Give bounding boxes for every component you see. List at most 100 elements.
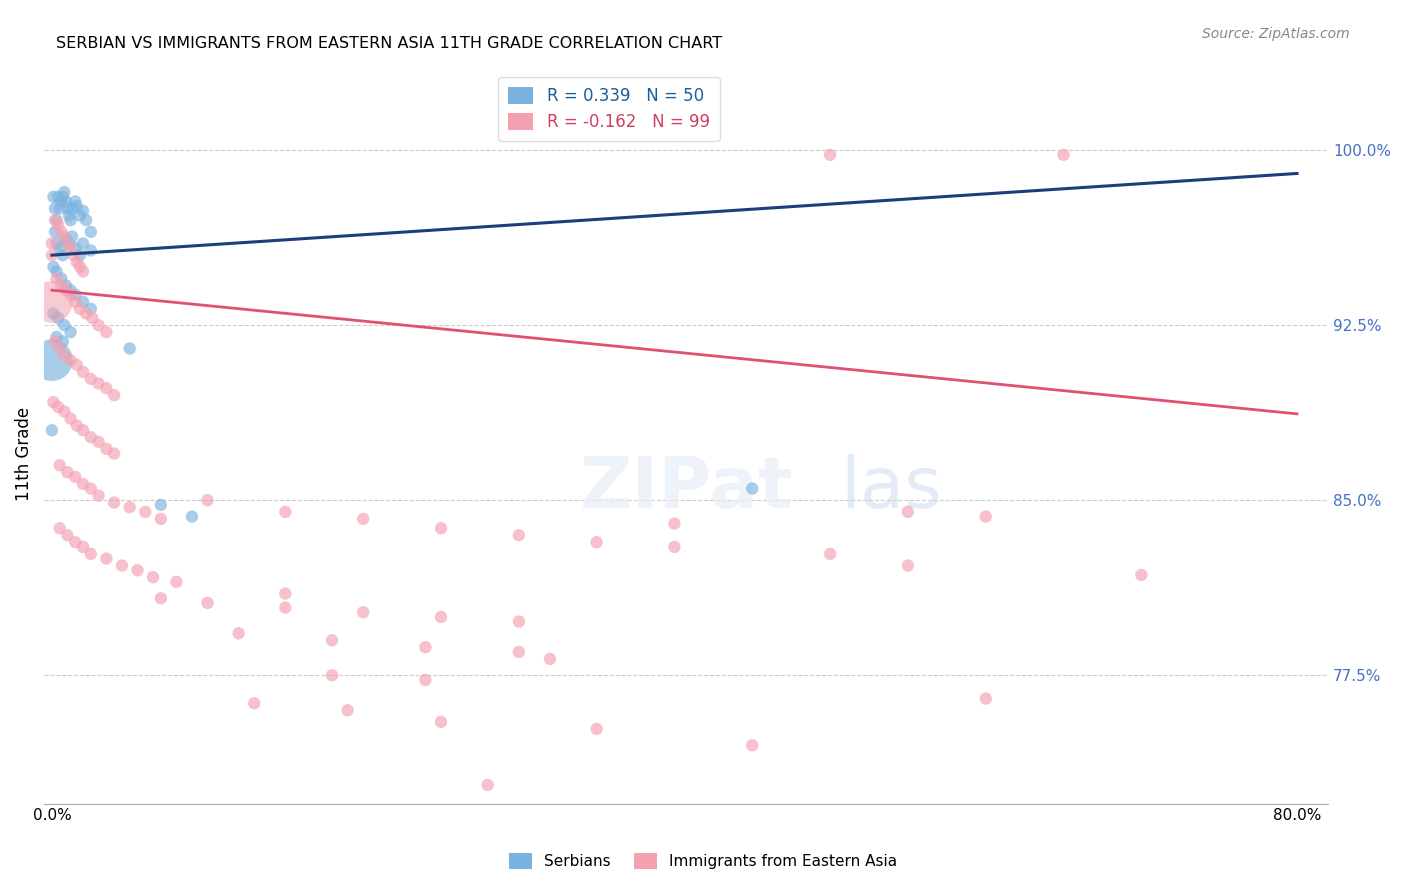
Point	[65, 194, 87, 209]
Point	[59, 411, 82, 425]
Point	[274, 586, 297, 600]
Point	[55, 283, 77, 297]
Point	[96, 325, 118, 339]
Point	[127, 563, 149, 577]
Point	[45, 264, 67, 278]
Point	[65, 294, 87, 309]
Point	[48, 458, 70, 473]
Point	[103, 446, 125, 460]
Point	[72, 294, 94, 309]
Point	[430, 521, 453, 535]
Point	[42, 260, 65, 274]
Point	[818, 547, 841, 561]
Point	[66, 199, 89, 213]
Point	[45, 236, 67, 251]
Point	[41, 294, 63, 309]
Point	[53, 404, 76, 418]
Point	[44, 225, 66, 239]
Point	[46, 190, 69, 204]
Point	[80, 547, 103, 561]
Point	[69, 248, 91, 262]
Point	[58, 209, 80, 223]
Point	[48, 521, 70, 535]
Point	[51, 225, 73, 239]
Point	[352, 605, 374, 619]
Point	[352, 512, 374, 526]
Point	[897, 558, 920, 573]
Point	[897, 505, 920, 519]
Point	[65, 535, 87, 549]
Point	[149, 512, 172, 526]
Point	[111, 558, 134, 573]
Point	[508, 528, 530, 542]
Point	[87, 434, 110, 449]
Point	[664, 516, 686, 531]
Point	[51, 271, 73, 285]
Point	[45, 271, 67, 285]
Point	[243, 696, 266, 710]
Point	[46, 311, 69, 326]
Legend: Serbians, Immigrants from Eastern Asia: Serbians, Immigrants from Eastern Asia	[503, 847, 903, 875]
Y-axis label: 11th Grade: 11th Grade	[15, 407, 32, 500]
Point	[44, 213, 66, 227]
Point	[134, 505, 156, 519]
Point	[56, 202, 79, 216]
Point	[72, 236, 94, 251]
Point	[44, 334, 66, 349]
Point	[149, 498, 172, 512]
Point	[80, 430, 103, 444]
Point	[197, 493, 219, 508]
Point	[59, 213, 82, 227]
Text: Source: ZipAtlas.com: Source: ZipAtlas.com	[1202, 27, 1350, 41]
Point	[1130, 568, 1153, 582]
Point	[52, 190, 75, 204]
Point	[415, 640, 437, 655]
Point	[55, 194, 77, 209]
Point	[181, 509, 204, 524]
Point	[664, 540, 686, 554]
Point	[80, 244, 103, 258]
Legend: R = 0.339   N = 50, R = -0.162   N = 99: R = 0.339 N = 50, R = -0.162 N = 99	[498, 77, 720, 142]
Point	[72, 203, 94, 218]
Point	[96, 381, 118, 395]
Point	[58, 236, 80, 251]
Point	[75, 213, 97, 227]
Point	[41, 353, 63, 368]
Point	[59, 288, 82, 302]
Point	[53, 229, 76, 244]
Point	[80, 372, 103, 386]
Point	[52, 248, 75, 262]
Point	[44, 202, 66, 216]
Point	[228, 626, 250, 640]
Point	[336, 703, 359, 717]
Point	[103, 495, 125, 509]
Point	[741, 482, 763, 496]
Point	[103, 388, 125, 402]
Point	[65, 241, 87, 255]
Point	[274, 505, 297, 519]
Point	[87, 376, 110, 391]
Point	[274, 600, 297, 615]
Point	[508, 645, 530, 659]
Point	[59, 283, 82, 297]
Point	[974, 691, 997, 706]
Point	[538, 652, 561, 666]
Point	[197, 596, 219, 610]
Point	[321, 633, 343, 648]
Point	[165, 574, 187, 589]
Point	[72, 264, 94, 278]
Point	[51, 194, 73, 209]
Point	[66, 418, 89, 433]
Point	[42, 190, 65, 204]
Point	[42, 395, 65, 409]
Point	[60, 229, 83, 244]
Point	[72, 540, 94, 554]
Point	[1052, 148, 1074, 162]
Point	[48, 241, 70, 255]
Point	[65, 470, 87, 484]
Point	[508, 615, 530, 629]
Point	[56, 465, 79, 479]
Point	[72, 423, 94, 437]
Point	[585, 722, 607, 736]
Point	[96, 442, 118, 456]
